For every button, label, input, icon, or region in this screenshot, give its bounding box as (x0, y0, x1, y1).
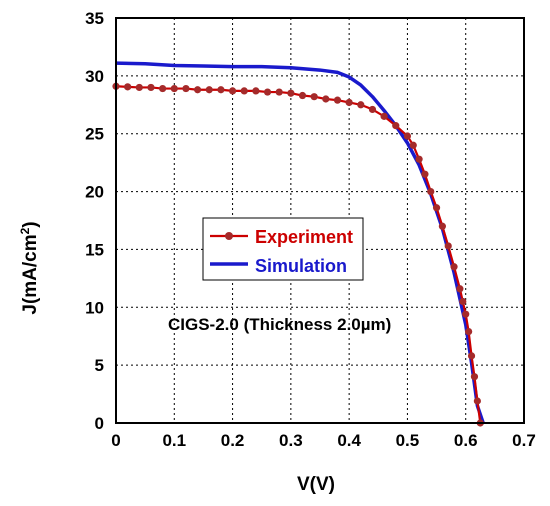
experiment-point (438, 222, 446, 230)
tick-layer: 0 0.1 0.2 0.3 0.4 0.5 0.6 0.7 0 5 10 15 20 25 30 35 (85, 9, 536, 450)
experiment-point (217, 86, 225, 94)
y-tick-label: 0 (95, 414, 104, 433)
experiment-point (465, 327, 473, 336)
experiment-point (415, 155, 423, 163)
y-axis-label-superscript: 2 (18, 227, 32, 234)
x-tick-label: 0.1 (162, 431, 186, 450)
y-tick-label: 10 (85, 298, 104, 317)
experiment-point (298, 91, 307, 100)
experiment-point (473, 397, 481, 405)
experiment-point (427, 187, 435, 196)
experiment-point (322, 95, 330, 103)
experiment-point (421, 170, 429, 178)
experiment-point (170, 84, 178, 93)
experiment-point (357, 101, 365, 109)
experiment-point (252, 87, 260, 95)
y-tick-label: 35 (85, 9, 104, 28)
y-tick-label: 25 (85, 125, 104, 144)
y-axis-label-main: J(mA/cm (20, 234, 41, 314)
y-tick-label: 15 (85, 240, 104, 259)
experiment-point (159, 84, 167, 93)
experiment-point (456, 285, 464, 293)
experiment-point (135, 83, 143, 92)
x-tick-label: 0.7 (512, 431, 536, 450)
experiment-point (392, 122, 400, 130)
legend: Experiment Simulation (202, 217, 364, 281)
y-tick-label: 20 (85, 183, 104, 202)
y-axis-label-suffix: ) (20, 221, 41, 227)
experiment-point (467, 352, 476, 360)
x-tick-label: 0.5 (396, 431, 420, 450)
x-tick-label: 0.3 (279, 431, 303, 450)
legend-experiment-marker (225, 232, 233, 240)
y-axis-label: J(mA/cm2) (18, 221, 41, 314)
experiment-point (240, 87, 248, 95)
experiment-point (228, 87, 237, 95)
experiment-point (194, 86, 202, 94)
legend-box (202, 217, 364, 281)
x-tick-label: 0.2 (221, 431, 245, 450)
series-layer (112, 61, 485, 427)
experiment-point (380, 112, 388, 120)
experiment-point (147, 83, 155, 92)
experiment-point (444, 242, 452, 250)
x-axis-label: V(V) (297, 474, 335, 495)
experiment-point (124, 83, 132, 91)
experiment-point (459, 297, 467, 306)
chart-annotation: CIGS-2.0 (Thickness 2.0µm) (168, 315, 391, 334)
experiment-point (275, 88, 283, 96)
experiment-point (403, 132, 412, 140)
experiment-point (470, 373, 479, 381)
y-tick-label: 5 (95, 356, 104, 375)
grid-layer (116, 18, 524, 423)
experiment-point (287, 89, 295, 97)
experiment-point (450, 263, 458, 271)
x-tick-label: 0.6 (454, 431, 478, 450)
legend-simulation-label: Simulation (255, 256, 347, 276)
experiment-point (333, 96, 342, 104)
experiment-point (263, 88, 272, 96)
experiment-point (409, 141, 417, 149)
x-tick-label: 0.4 (337, 431, 361, 450)
experiment-point (310, 93, 318, 101)
experiment-point (368, 105, 377, 114)
legend-experiment-label: Experiment (255, 227, 353, 247)
experiment-point (432, 204, 441, 212)
experiment-point (345, 98, 353, 107)
experiment-point (462, 310, 470, 318)
x-tick-label: 0 (111, 431, 120, 450)
experiment-point (205, 86, 213, 94)
y-tick-label: 30 (85, 67, 104, 86)
experiment-point (182, 84, 190, 93)
plot-frame (115, 17, 525, 424)
